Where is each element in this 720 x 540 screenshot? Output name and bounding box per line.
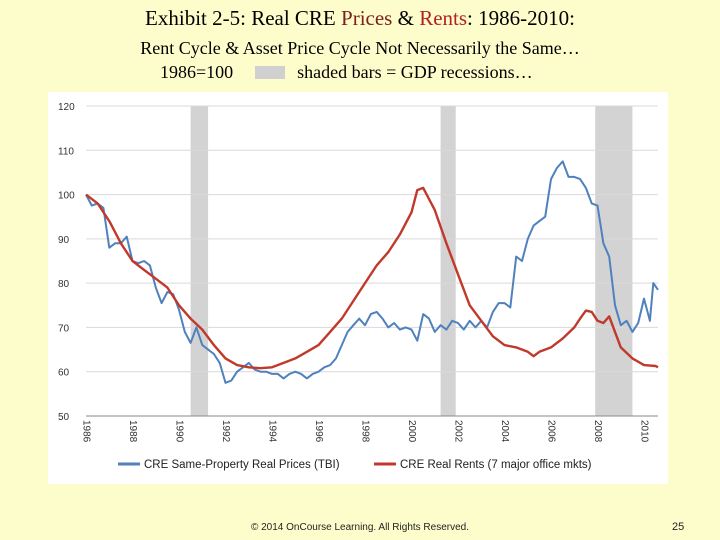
recession-bar: [190, 106, 209, 416]
series-line-prices: [85, 160, 659, 384]
recession-swatch: [255, 66, 286, 79]
y-tick-label: 90: [58, 235, 70, 246]
recession-shading-note: shaded bars = GDP recessions…: [297, 62, 533, 82]
slide-title: Exhibit 2-5: Real CRE Prices & Rents: 19…: [0, 6, 720, 31]
y-tick-label: 60: [58, 368, 70, 379]
legend-label: CRE Same-Property Real Prices (TBI): [144, 459, 340, 471]
base-year-note: 1986=100: [160, 62, 234, 82]
x-tick-label: 2004: [499, 420, 510, 443]
recession-bar: [595, 106, 633, 416]
x-tick-label: 2006: [546, 420, 557, 443]
page-number: 25: [672, 521, 685, 533]
x-tick-label: 2010: [639, 420, 650, 443]
x-tick-label: 2000: [406, 420, 417, 443]
x-tick-label: 1998: [360, 420, 371, 443]
x-tick-label: 1990: [174, 420, 185, 443]
x-tick-label: 2008: [592, 420, 603, 443]
title-ampersand: &: [392, 6, 420, 30]
y-tick-label: 100: [58, 191, 75, 202]
series-line-rents: [85, 186, 659, 370]
legend-label: CRE Real Rents (7 major office mkts): [400, 459, 592, 471]
title-prices-word: Prices: [341, 6, 393, 30]
copyright-footer: © 2014 OnCourse Learning. All Rights Res…: [250, 522, 470, 533]
y-tick-label: 110: [58, 146, 74, 157]
x-tick-label: 1986: [81, 420, 92, 443]
x-tick-label: 1996: [313, 420, 324, 443]
x-tick-label: 1988: [127, 420, 138, 443]
x-tick-label: 2002: [453, 420, 464, 443]
y-tick-label: 50: [58, 412, 70, 423]
x-tick-label: 1994: [267, 420, 278, 443]
title-text: Exhibit 2-5: Real CRE: [145, 6, 342, 30]
x-tick-label: 1992: [220, 420, 231, 443]
y-tick-label: 70: [58, 323, 70, 334]
slide-note-row: 1986=100 shaded bars = GDP recessions…: [160, 62, 720, 83]
y-tick-label: 120: [58, 102, 75, 113]
title-rents-word: Rents: [419, 6, 468, 30]
y-tick-label: 80: [58, 279, 70, 290]
chart-area: 50 60 70 80 90 100 110 120 1986 1988 1990 1992 1994 1…: [48, 92, 668, 484]
recession-bar: [440, 106, 456, 416]
slide-subtitle: Rent Cycle & Asset Price Cycle Not Neces…: [140, 38, 580, 58]
line-chart: 50 60 70 80 90 100 110 120 1986 1988 1990 1992 1994 1…: [58, 102, 659, 471]
title-years: : 1986-2010:: [467, 6, 575, 30]
